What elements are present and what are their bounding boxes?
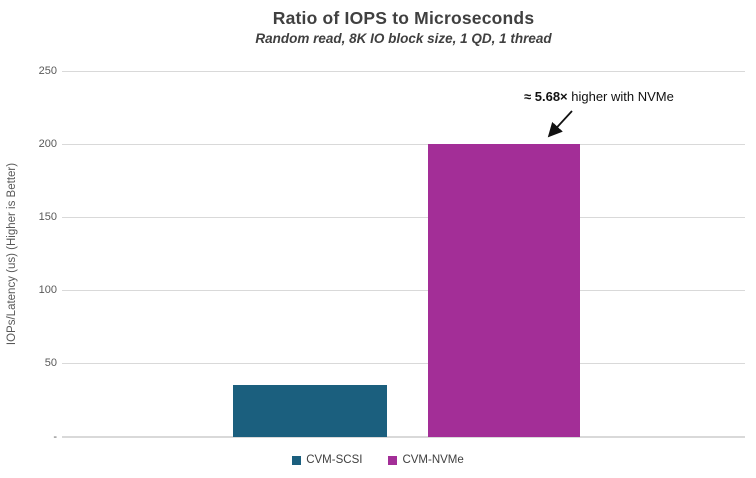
legend-item-cvm-scsi: CVM-SCSI — [292, 454, 362, 466]
gridline — [62, 143, 745, 145]
legend: CVM-SCSI CVM-NVMe — [0, 454, 756, 466]
annotation-suffix: higher with NVMe — [567, 89, 674, 104]
gridline — [62, 216, 745, 218]
gridline — [62, 363, 745, 365]
y-tick-label: 250 — [38, 64, 57, 77]
y-tick-label: 100 — [38, 284, 57, 297]
y-axis-title: IOPs/Latency (us) (Higher is Better) — [6, 162, 18, 346]
y-tick-label: 200 — [38, 137, 57, 150]
gridline — [62, 290, 745, 292]
gridline — [62, 70, 745, 72]
annotation-value: ≈ 5.68× — [524, 89, 568, 104]
y-tick-label: - — [53, 430, 57, 443]
legend-label: CVM-NVMe — [402, 454, 464, 466]
bar-cvm-scsi — [233, 385, 387, 437]
legend-swatch-icon — [388, 455, 398, 465]
legend-swatch-icon — [292, 455, 302, 465]
x-axis-line — [62, 436, 745, 438]
y-tick-label: 150 — [38, 210, 57, 223]
bar-cvm-nvme — [428, 144, 580, 437]
annotation-text: ≈ 5.68× higher with NVMe — [524, 89, 674, 104]
legend-label: CVM-SCSI — [306, 454, 363, 466]
legend-item-cvm-nvme: CVM-NVMe — [388, 454, 464, 466]
chart-subtitle: Random read, 8K IO block size, 1 QD, 1 t… — [255, 31, 552, 46]
y-tick-label: 50 — [44, 357, 57, 370]
chart-title: Ratio of IOPS to Microseconds — [272, 8, 535, 28]
y-axis-title-wrap: IOPs/Latency (us) (Higher is Better) — [0, 71, 24, 437]
